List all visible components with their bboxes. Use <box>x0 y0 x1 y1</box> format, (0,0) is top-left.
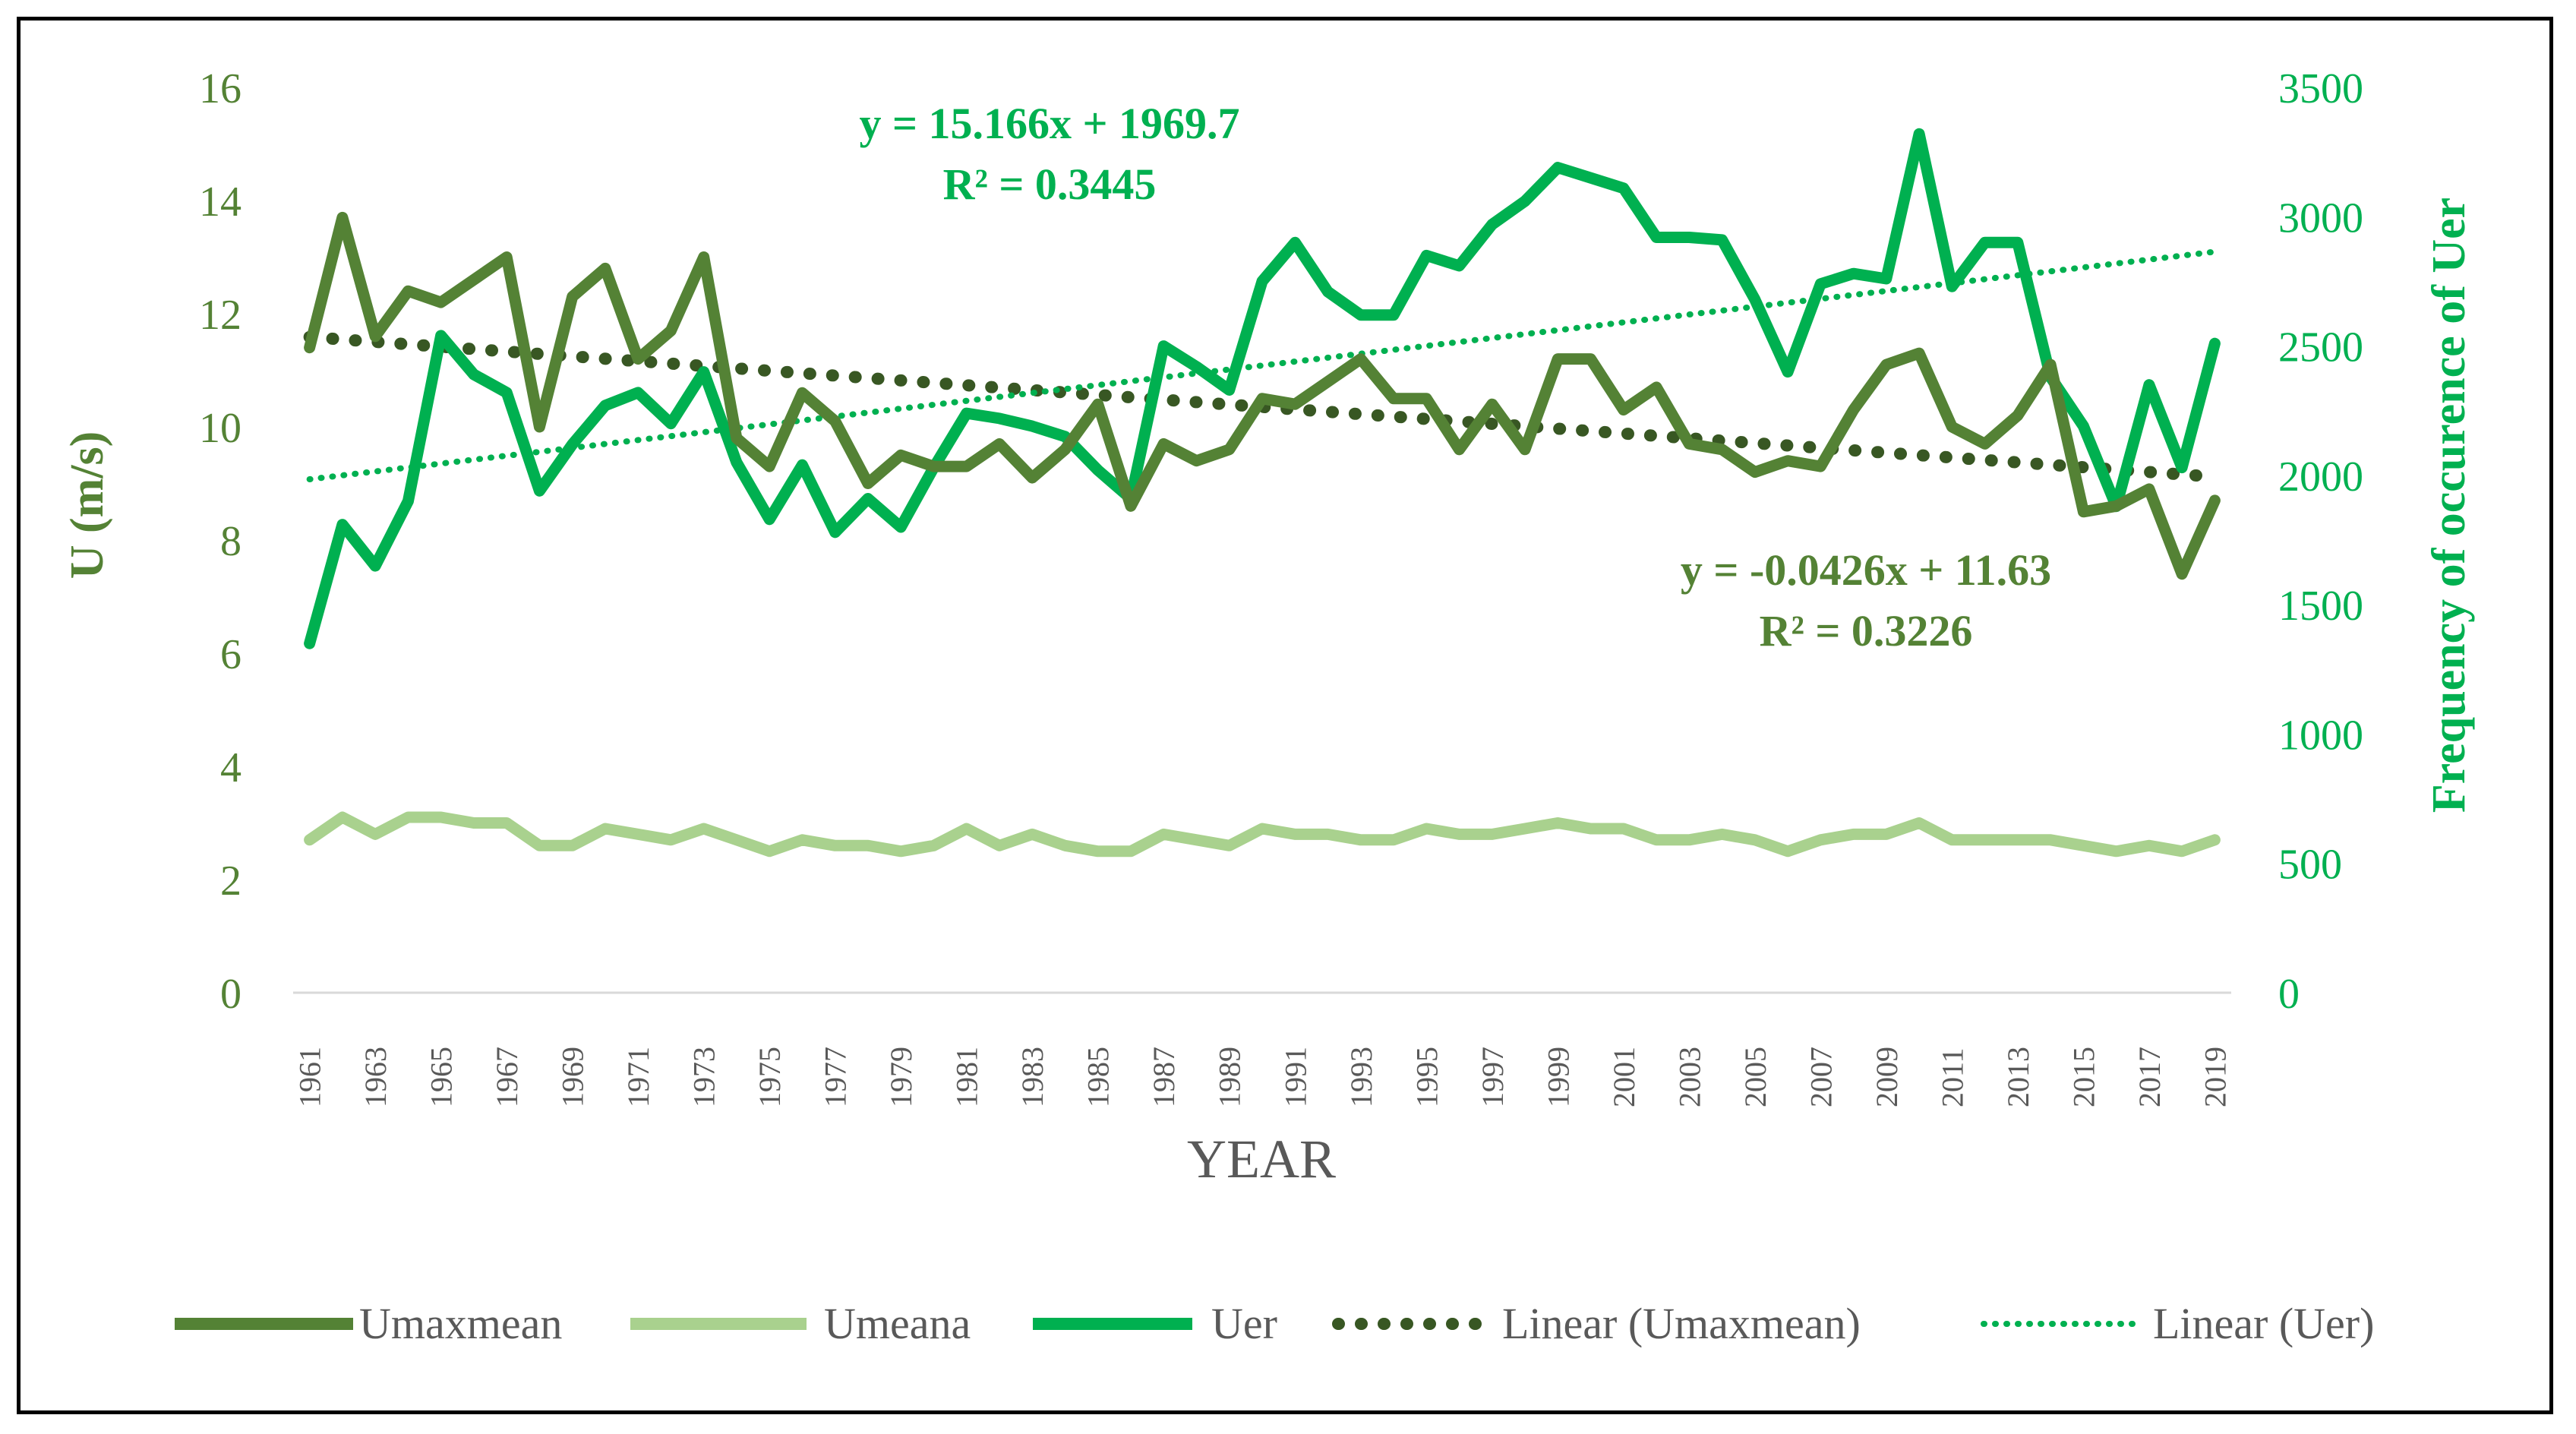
y-left-tick-label: 2 <box>220 858 242 905</box>
trendline-linear-uer <box>306 248 2218 483</box>
y-right-tick-label: 2500 <box>2278 324 2363 371</box>
umax-trend-equation: y = -0.0426x + 11.63 <box>1681 545 2051 595</box>
x-tick-label: 2005 <box>1738 1047 1773 1107</box>
y-right-tick-label: 0 <box>2278 971 2300 1018</box>
x-tick-label: 1965 <box>425 1047 459 1107</box>
x-tick-label: 1985 <box>1081 1047 1116 1107</box>
x-tick-label: 1973 <box>687 1047 721 1107</box>
x-tick-label: 2015 <box>2066 1047 2101 1107</box>
y-right-tick-label: 3500 <box>2278 65 2363 112</box>
x-tick-label: 1987 <box>1147 1047 1181 1107</box>
x-tick-label: 2019 <box>2198 1047 2232 1107</box>
y-left-tick-label: 4 <box>220 744 242 791</box>
legend-label-umaxmean: Umaxmean <box>359 1299 562 1348</box>
x-tick-label: 1969 <box>556 1047 590 1107</box>
series-line-umeana <box>304 811 2221 858</box>
series-layer <box>303 128 2221 858</box>
x-tick-label: 1995 <box>1410 1047 1444 1107</box>
x-tick-label: 2011 <box>1935 1047 1969 1107</box>
x-tick-label: 1975 <box>753 1047 787 1107</box>
x-axis-title: YEAR <box>1187 1129 1336 1189</box>
x-tick-label: 1967 <box>490 1047 524 1107</box>
x-tick-label: 2009 <box>1870 1047 1904 1107</box>
x-tick-label: 1983 <box>1015 1047 1050 1107</box>
y-left-tick-label: 10 <box>199 405 242 452</box>
y-right-tick-label: 1500 <box>2278 583 2363 630</box>
x-tick-label: 1993 <box>1344 1047 1378 1107</box>
uer-trend-equation: y = 15.166x + 1969.7 <box>859 99 1239 148</box>
umax-trend-r2: R² = 0.3226 <box>1760 606 1973 655</box>
y-left-tick-label: 12 <box>199 292 242 339</box>
series-line-umaxmean <box>304 211 2221 580</box>
y-right-tick-label: 1000 <box>2278 712 2363 759</box>
y-axis-right-title: Frequency of occurence of Uer <box>2423 197 2475 813</box>
y-left-tick-label: 0 <box>220 971 242 1018</box>
x-tick-label: 1999 <box>1541 1047 1575 1107</box>
legend-label-umeana: Umeana <box>824 1299 971 1348</box>
x-tick-label: 1961 <box>293 1047 327 1107</box>
y-left-tick-label: 8 <box>220 518 242 565</box>
y-axis-left-title: U (m/s) <box>62 431 113 580</box>
x-tick-label: 1997 <box>1476 1047 1510 1107</box>
legend-label-linear-uer: Linear (Uer) <box>2153 1299 2374 1348</box>
y-left-tick-label: 6 <box>220 631 242 678</box>
x-tick-label: 1963 <box>358 1047 393 1107</box>
x-tick-label: 2013 <box>2001 1047 2035 1107</box>
x-tick-label: 2003 <box>1672 1047 1706 1107</box>
series-line-uer <box>304 128 2221 649</box>
y-right-tick-label: 2000 <box>2278 453 2363 501</box>
y-right-tick-label: 3000 <box>2278 194 2363 242</box>
x-tick-label: 1971 <box>621 1047 655 1107</box>
legend: Umaxmean Umeana Uer Linear (Umaxmean) Li… <box>175 1299 2374 1348</box>
x-tick-label: 1989 <box>1213 1047 1247 1107</box>
axes-layer: 0 2 4 6 8 10 12 14 16 0 500 1000 1500 2000 2500 3000 350… <box>199 65 2363 1107</box>
y-left-tick-label: 16 <box>199 65 242 112</box>
x-tick-label: 1979 <box>884 1047 918 1107</box>
legend-label-linear-umaxmean: Linear (Umaxmean) <box>1502 1299 1861 1348</box>
x-tick-label: 1977 <box>819 1047 853 1107</box>
y-left-tick-label: 14 <box>199 178 242 226</box>
uer-trend-r2: R² = 0.3445 <box>943 160 1157 209</box>
x-tick-label: 1991 <box>1278 1047 1312 1107</box>
x-tick-label: 2007 <box>1804 1047 1838 1107</box>
y-right-tick-label: 500 <box>2278 842 2342 889</box>
legend-label-uer: Uer <box>1211 1299 1277 1348</box>
x-tick-label: 2001 <box>1607 1047 1641 1107</box>
x-tick-label: 1981 <box>950 1047 984 1107</box>
x-tick-label: 2017 <box>2132 1047 2167 1107</box>
